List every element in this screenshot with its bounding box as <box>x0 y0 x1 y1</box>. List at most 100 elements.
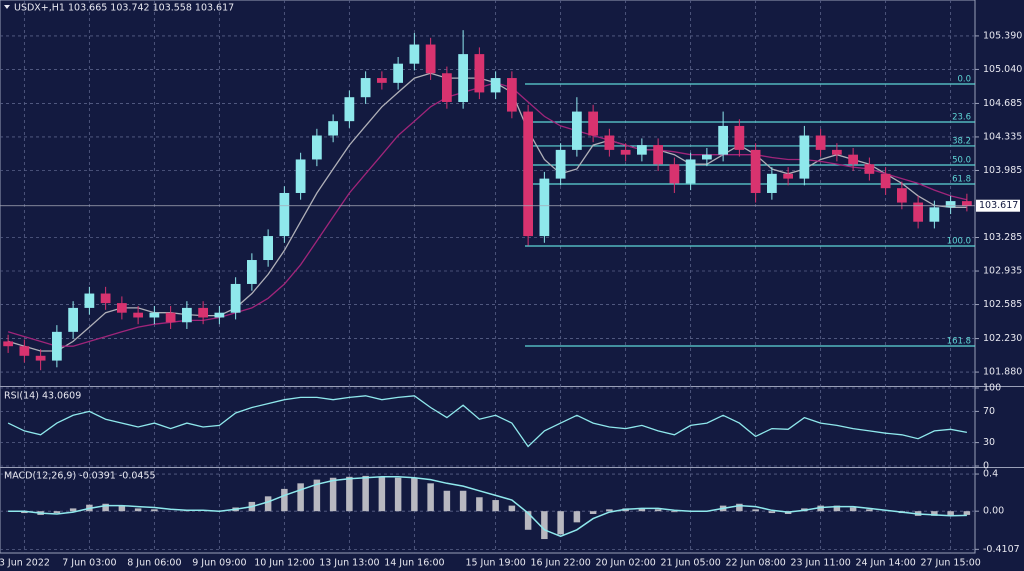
candle-body <box>458 54 468 102</box>
candle-body <box>295 159 306 193</box>
candle-body <box>263 236 273 261</box>
candle-body <box>393 63 403 83</box>
histogram-bar <box>394 477 402 512</box>
candle-body <box>149 312 160 318</box>
y-tick-label: 30 <box>983 437 995 448</box>
candle-body <box>864 164 875 174</box>
candle-body <box>507 78 517 112</box>
x-tick-label: 24 Jun 14:00 <box>855 558 915 569</box>
x-tick-label: 22 Jun 08:00 <box>725 558 785 569</box>
candle-body <box>848 154 858 165</box>
candle-body <box>3 341 13 347</box>
x-tick-label: 27 Jun 15:00 <box>920 558 980 569</box>
y-tick-label: -0.4107 <box>983 544 1020 555</box>
histogram-bar <box>931 511 938 516</box>
candle-body <box>799 135 810 179</box>
histogram-bar <box>151 509 158 512</box>
candle-body <box>198 307 208 318</box>
histogram-bar <box>427 483 434 512</box>
x-tick-label: 8 Jun 06:00 <box>127 558 181 569</box>
histogram-bar <box>606 509 613 512</box>
histogram-bar <box>866 509 873 512</box>
y-tick-label: 101.880 <box>983 367 1022 378</box>
panel-title: MACD(12,26,9) -0.0391 -0.0455 <box>4 471 156 482</box>
menu-arrow[interactable] <box>4 5 10 9</box>
fibo-label: 161.8 <box>947 337 971 347</box>
histogram-bar <box>313 479 321 512</box>
candle-body <box>68 307 78 332</box>
candle-body <box>474 54 485 93</box>
candle-body <box>750 149 761 193</box>
candle-body <box>312 135 322 160</box>
fibo-label: 61.8 <box>952 174 971 184</box>
histogram-bar <box>476 497 483 512</box>
histogram-bar <box>671 511 678 513</box>
candle-body <box>815 135 826 150</box>
candle-body <box>409 44 420 64</box>
histogram-bar <box>508 505 516 512</box>
histogram-bar <box>947 511 954 516</box>
histogram-bar <box>541 511 548 540</box>
x-tick-label: 3 Jun 2022 <box>0 558 50 569</box>
x-tick-label: 9 Jun 09:00 <box>192 558 246 569</box>
candle-body <box>604 135 615 150</box>
candle-body <box>328 121 338 136</box>
histogram-bar <box>53 511 61 514</box>
candle-body <box>734 125 745 150</box>
candle-body <box>165 312 176 323</box>
fibo-label: 0.0 <box>957 74 971 84</box>
candle-body <box>767 173 777 193</box>
candle-body <box>555 149 566 179</box>
candle-body <box>572 111 582 150</box>
candle-body <box>702 154 712 160</box>
panel-title: USDX+,H1 103.665 103.742 103.558 103.617 <box>14 3 234 14</box>
plot-frame <box>0 0 976 554</box>
histogram-bar <box>654 509 662 512</box>
candle-body <box>19 346 30 356</box>
y-tick-label: 0 <box>983 461 989 472</box>
candle-body <box>279 192 290 237</box>
candle-body <box>718 125 728 155</box>
candle-body <box>523 111 533 237</box>
candle-body <box>214 312 225 318</box>
x-tick-label: 20 Jun 02:00 <box>595 558 655 569</box>
y-tick-label: 104.685 <box>983 98 1022 109</box>
x-tick-label: 7 Jun 03:00 <box>62 558 116 569</box>
y-tick-label: 102.935 <box>983 266 1022 277</box>
histogram-bar <box>264 496 272 512</box>
histogram-bar <box>589 511 597 514</box>
fibo-label: 100.0 <box>947 237 971 247</box>
candle-body <box>669 164 680 184</box>
histogram-bar <box>849 507 857 512</box>
candle-body <box>35 355 46 361</box>
indicator-line <box>7 395 968 448</box>
histogram-bar <box>411 477 418 512</box>
candle-body <box>247 260 257 284</box>
histogram-bar <box>817 505 824 512</box>
candle-body <box>133 312 143 318</box>
histogram-bar <box>69 508 77 512</box>
y-tick-label: 102.230 <box>983 333 1022 344</box>
candle-body <box>588 111 598 136</box>
histogram-bar <box>346 476 353 512</box>
histogram-bar <box>118 505 126 512</box>
last-price-box <box>976 199 1020 212</box>
histogram-bar <box>21 511 28 514</box>
candle-body <box>230 283 241 313</box>
histogram-bar <box>833 505 841 512</box>
x-tick-label: 21 Jun 05:00 <box>660 558 720 569</box>
histogram-bar <box>362 475 369 512</box>
candle-body <box>52 331 62 361</box>
candle-body <box>880 173 891 189</box>
x-tick-label: 15 Jun 19:00 <box>465 558 525 569</box>
candle-body <box>945 201 956 208</box>
histogram-bar <box>459 490 467 512</box>
histogram-bar <box>102 503 109 512</box>
histogram-bar <box>736 503 743 512</box>
candle-body <box>442 73 452 102</box>
candle-body <box>100 293 111 304</box>
histogram-bar <box>524 511 532 530</box>
y-tick-label: 105.390 <box>983 30 1022 41</box>
candle-body <box>929 207 940 222</box>
